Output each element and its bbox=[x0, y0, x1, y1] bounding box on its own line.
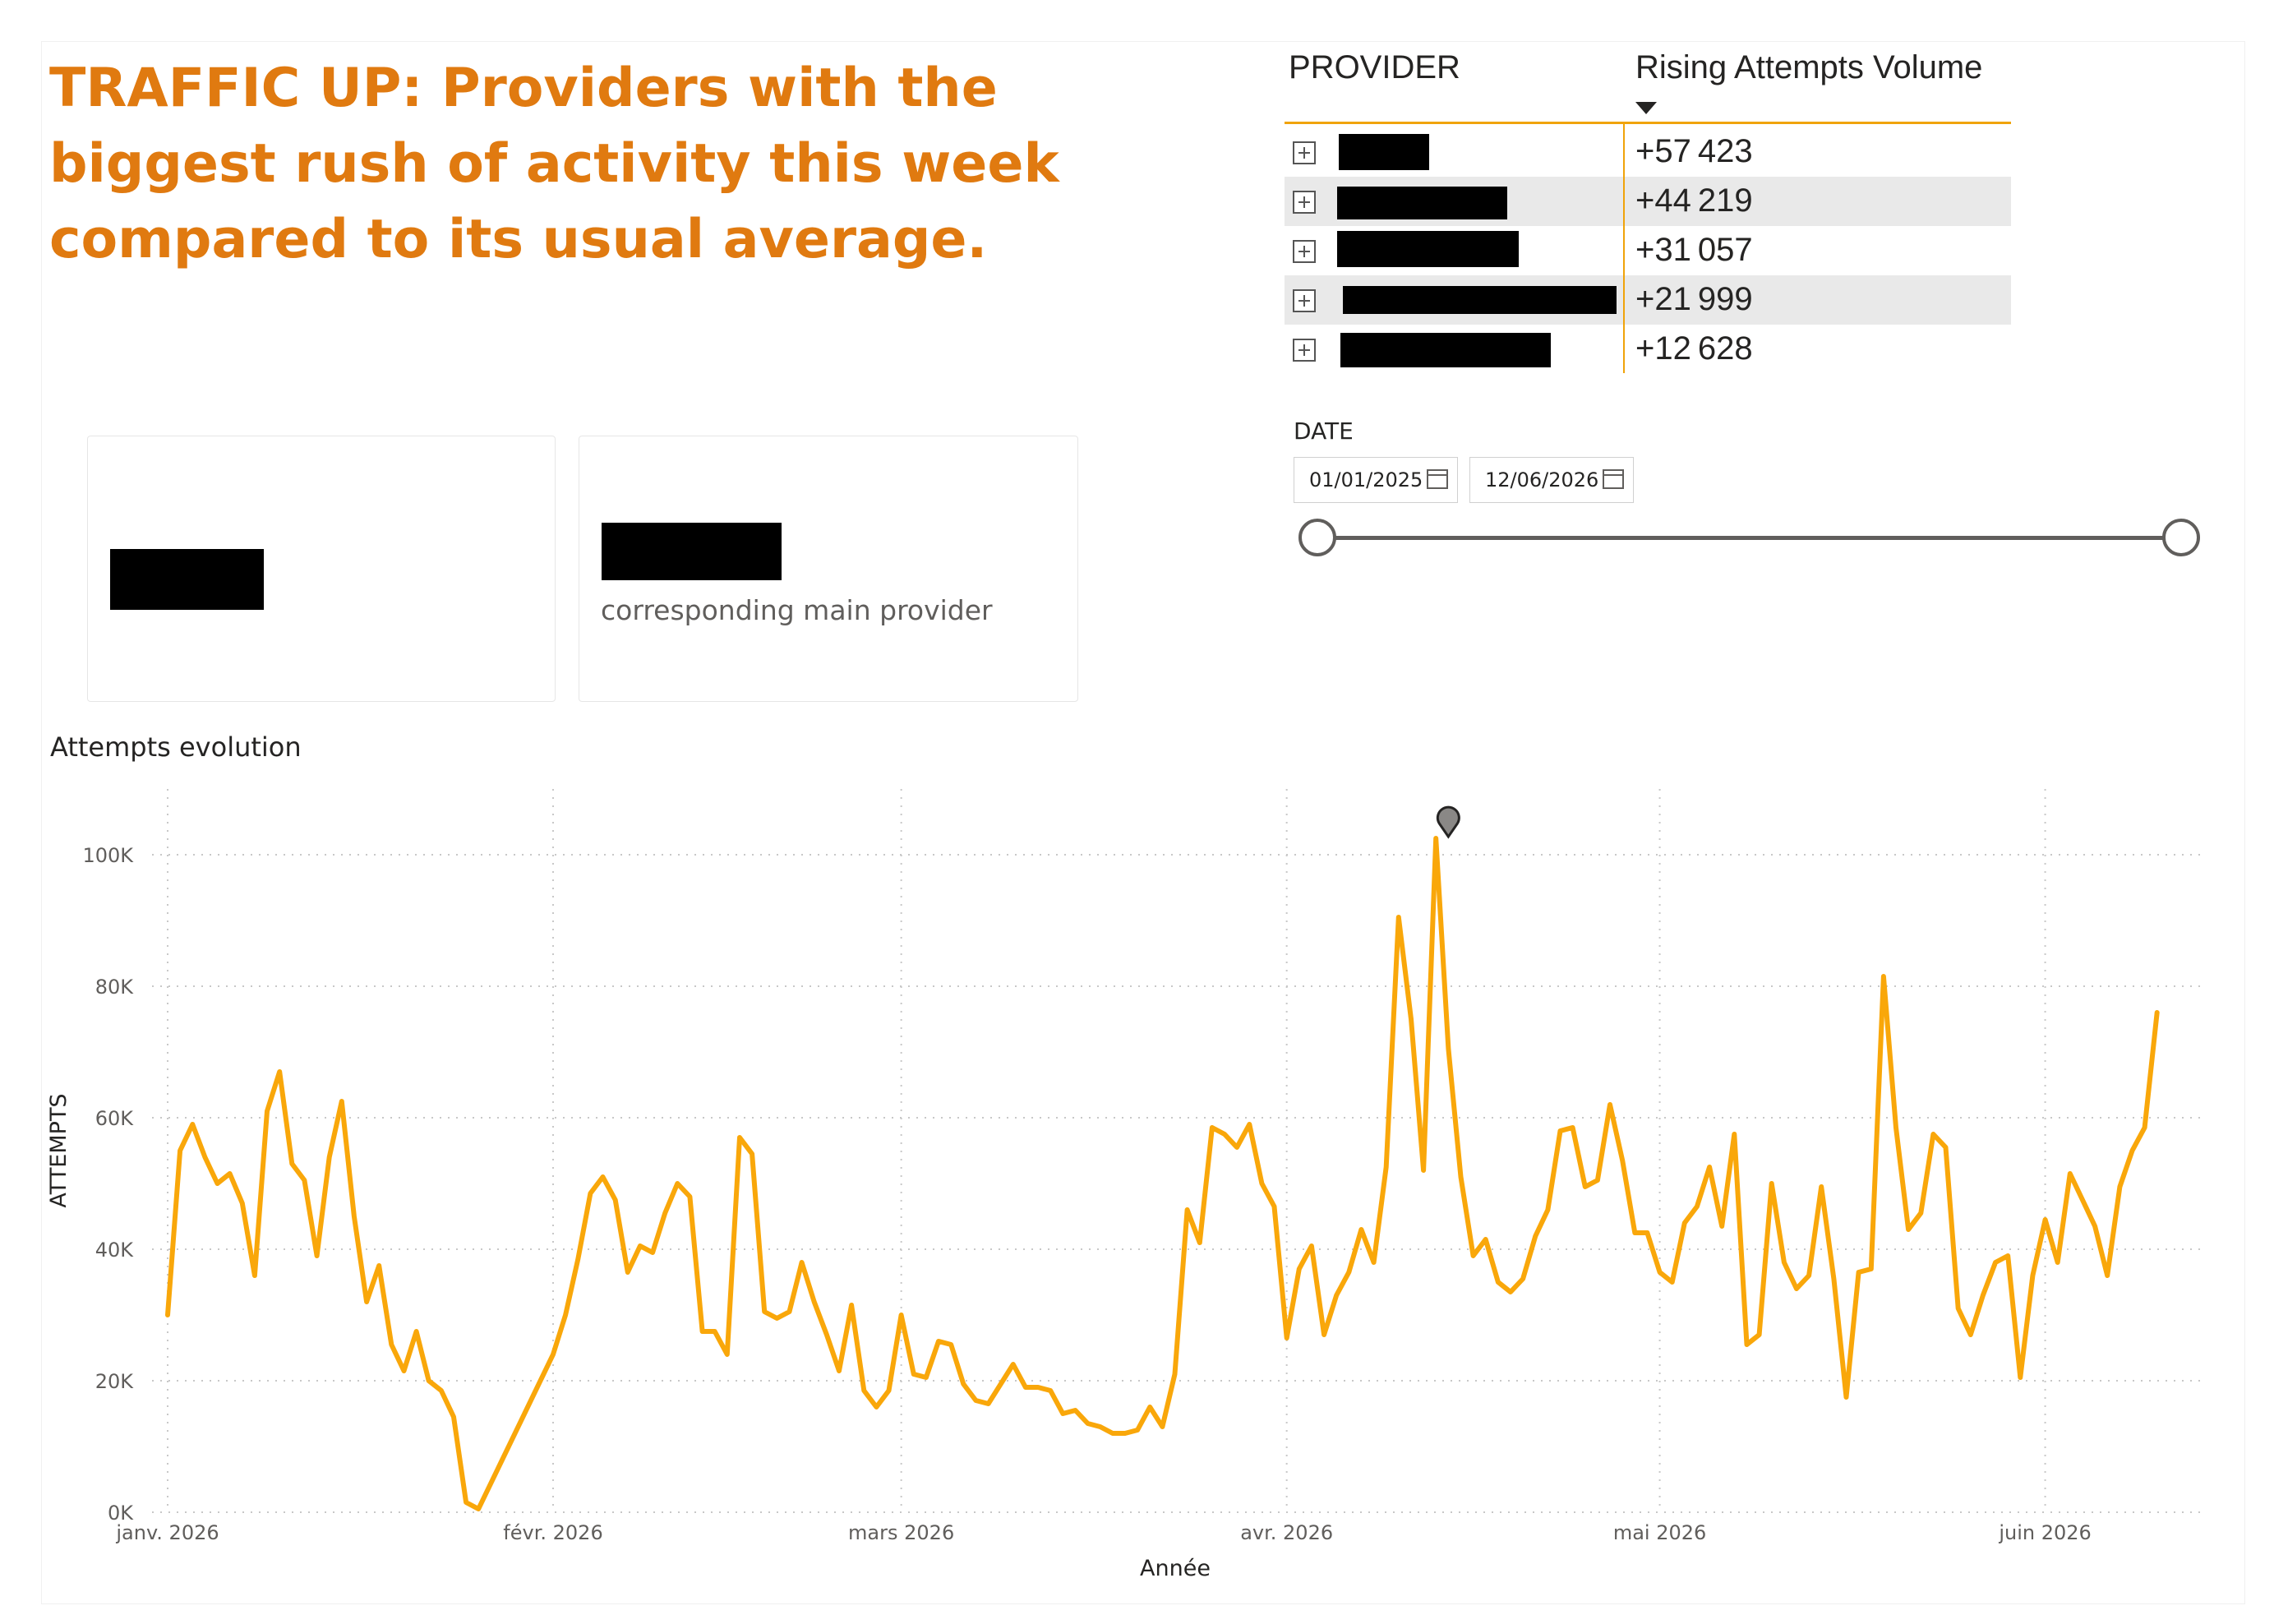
table-row: +21 999 bbox=[1285, 275, 2011, 325]
table-cell-value: +44 219 bbox=[1635, 182, 1753, 219]
table-row: +44 219 bbox=[1285, 177, 2011, 226]
expand-icon[interactable] bbox=[1293, 141, 1316, 164]
table-header-divider bbox=[1285, 122, 2011, 124]
sort-descending-icon[interactable] bbox=[1635, 102, 1657, 114]
table-column-divider bbox=[1623, 124, 1625, 373]
y-tick-label: 40K bbox=[95, 1239, 135, 1262]
x-tick-label: mai 2026 bbox=[1613, 1521, 1706, 1544]
card-subtitle: corresponding main provider bbox=[601, 594, 993, 626]
expand-icon[interactable] bbox=[1293, 289, 1316, 312]
table-cell-value: +57 423 bbox=[1635, 133, 1753, 169]
table-row: +31 057 bbox=[1285, 226, 2011, 275]
table-row: +12 628 bbox=[1285, 325, 2011, 374]
kpi-card-1 bbox=[87, 436, 556, 702]
date-range-end-handle[interactable] bbox=[2162, 519, 2200, 556]
chart-title: Attempts evolution bbox=[50, 731, 302, 763]
calendar-icon[interactable] bbox=[1603, 469, 1624, 489]
anomaly-marker-icon bbox=[1436, 805, 1460, 839]
table-row: +57 423 bbox=[1285, 127, 2011, 177]
table-cell-value: +21 999 bbox=[1635, 281, 1753, 317]
x-tick-label: févr. 2026 bbox=[503, 1521, 602, 1544]
kpi-card-2: corresponding main provider bbox=[579, 436, 1078, 702]
x-tick-label: avr. 2026 bbox=[1240, 1521, 1333, 1544]
end-date-value: 12/06/2026 bbox=[1485, 468, 1599, 491]
series-line-attempts bbox=[165, 836, 2160, 1511]
date-range-start-handle[interactable] bbox=[1298, 519, 1336, 556]
y-tick-label: 80K bbox=[95, 976, 135, 999]
y-tick-label: 60K bbox=[95, 1107, 135, 1130]
start-date-input[interactable]: 01/01/2025 bbox=[1294, 457, 1458, 503]
line-chart: 0K 20K 40K 60K 80K 100K janv. 2026 févr. 2026 m… bbox=[46, 789, 2207, 1581]
page-title: TRAFFIC UP: Providers with the biggest r… bbox=[49, 58, 1059, 270]
y-tick-label: 100K bbox=[82, 844, 134, 867]
table-cell-value: +12 628 bbox=[1635, 330, 1753, 367]
date-slicer-title: DATE bbox=[1294, 418, 1354, 445]
expand-icon[interactable] bbox=[1293, 240, 1316, 263]
chart-gridlines bbox=[152, 789, 2207, 1513]
anomaly-pin bbox=[1436, 805, 1460, 839]
expand-icon[interactable] bbox=[1293, 191, 1316, 214]
x-tick-label: janv. 2026 bbox=[115, 1521, 219, 1544]
x-tick-label: juin 2026 bbox=[1998, 1521, 2091, 1544]
table-header-rising-attempts[interactable]: Rising Attempts Volume bbox=[1635, 49, 1983, 85]
table-header-provider[interactable]: PROVIDER bbox=[1289, 49, 1460, 85]
redacted-provider-name bbox=[1337, 231, 1519, 267]
table-cell-value: +31 057 bbox=[1635, 232, 1753, 268]
start-date-value: 01/01/2025 bbox=[1309, 468, 1423, 491]
redacted-provider-name bbox=[1340, 333, 1551, 367]
redacted-provider-name bbox=[1343, 286, 1617, 314]
calendar-icon[interactable] bbox=[1427, 469, 1448, 489]
y-axis-label: ATTEMPTS bbox=[46, 1093, 71, 1207]
y-axis-ticks: 0K 20K 40K 60K 80K 100K bbox=[82, 844, 134, 1525]
redacted-provider-name bbox=[1339, 134, 1429, 170]
x-axis-ticks: janv. 2026 févr. 2026 mars 2026 avr. 2026 ma… bbox=[115, 1521, 2091, 1544]
redacted-provider-name bbox=[1337, 187, 1507, 219]
end-date-input[interactable]: 12/06/2026 bbox=[1469, 457, 1634, 503]
redacted-value bbox=[110, 549, 264, 610]
date-range-slider-track[interactable] bbox=[1318, 536, 2181, 540]
redacted-value bbox=[602, 523, 782, 580]
y-tick-label: 0K bbox=[108, 1502, 134, 1525]
x-tick-label: mars 2026 bbox=[848, 1521, 954, 1544]
y-tick-label: 20K bbox=[95, 1370, 135, 1393]
expand-icon[interactable] bbox=[1293, 339, 1316, 362]
report-canvas bbox=[41, 41, 2245, 1604]
x-axis-label: Année bbox=[1140, 1556, 1211, 1581]
